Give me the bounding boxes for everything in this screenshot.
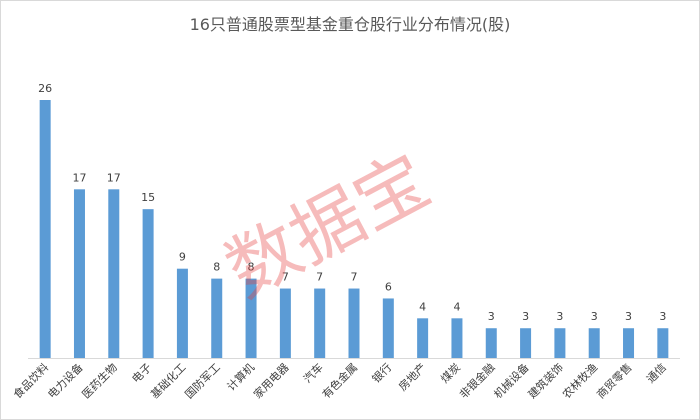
data-label: 3 (556, 310, 563, 323)
bar (417, 318, 429, 358)
data-label: 6 (385, 280, 392, 293)
bar (554, 328, 566, 358)
bar (348, 288, 360, 358)
data-label: 3 (659, 310, 666, 323)
bar (657, 328, 669, 358)
data-label: 8 (213, 261, 220, 274)
bar (142, 209, 154, 358)
bar (382, 298, 394, 358)
data-label: 3 (488, 310, 495, 323)
data-label: 7 (282, 271, 289, 284)
bar (314, 288, 326, 358)
data-label: 8 (248, 261, 255, 274)
chart-title: 16只普通股票型基金重仓股行业分布情况(股) (190, 15, 511, 34)
bar (245, 278, 257, 358)
data-label: 17 (72, 171, 86, 184)
bar (73, 189, 85, 358)
data-label: 4 (419, 300, 426, 313)
bar (451, 318, 463, 358)
data-label: 17 (107, 171, 121, 184)
bar (176, 268, 188, 358)
data-label: 7 (351, 271, 358, 284)
data-label: 3 (522, 310, 529, 323)
data-label: 3 (625, 310, 632, 323)
bar (39, 100, 51, 358)
data-label: 15 (141, 191, 155, 204)
bar (588, 328, 600, 358)
data-label: 26 (38, 82, 52, 95)
bar (520, 328, 532, 358)
bar (623, 328, 635, 358)
bar (108, 189, 120, 358)
data-label: 9 (179, 251, 186, 264)
data-label: 4 (453, 300, 460, 313)
bar (211, 278, 223, 358)
bar (485, 328, 497, 358)
data-label: 3 (591, 310, 598, 323)
data-label: 7 (316, 271, 323, 284)
bar (279, 288, 291, 358)
